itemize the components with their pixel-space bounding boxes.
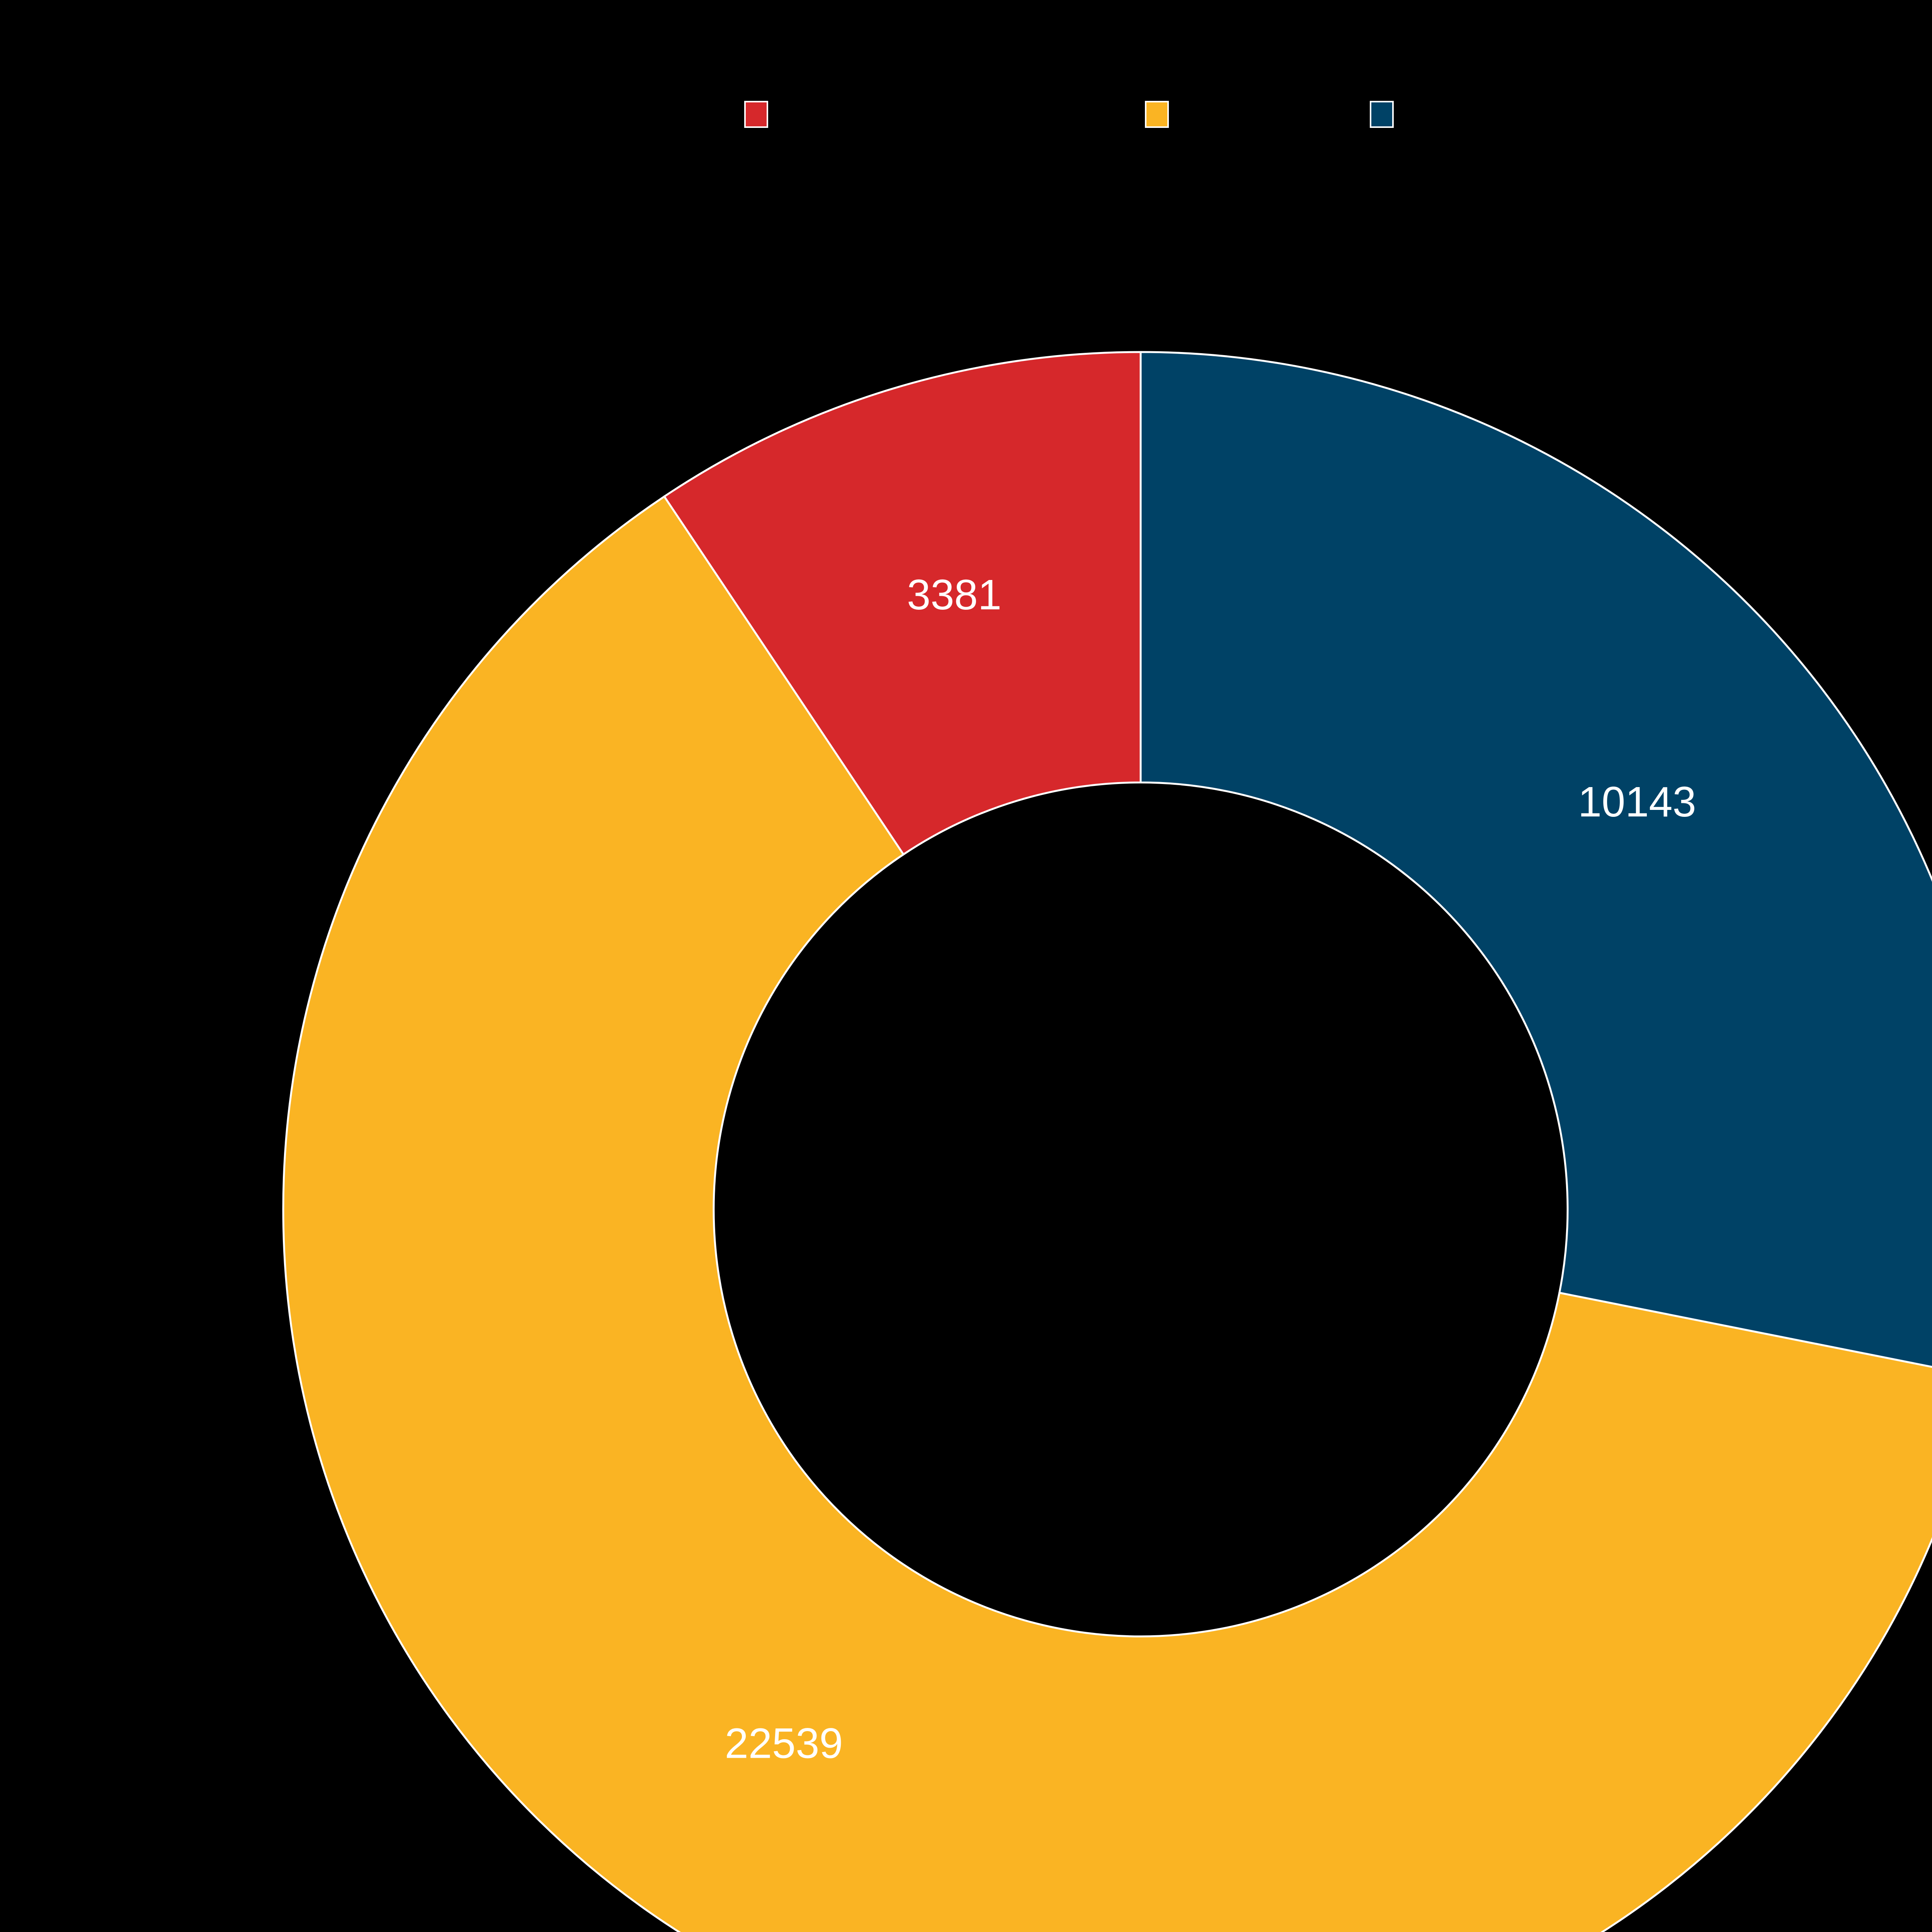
legend-item-1[interactable] [1145,100,1178,129]
legend-swatch-red [744,101,768,128]
donut-slice-0[interactable] [663,351,1142,856]
legend-swatch-yellow [1145,101,1169,128]
donut-slice-2[interactable] [1139,351,1932,1377]
slice-value-label: 10143 [1578,778,1696,826]
donut-slice-1[interactable] [282,495,1932,1932]
slice-value-label: 22539 [725,1719,843,1767]
legend-item-2[interactable] [1370,100,1403,129]
legend [0,0,1932,155]
legend-swatch-blue [1370,101,1394,128]
legend-item-0[interactable] [744,100,777,129]
slice-value-label: 3381 [907,571,1002,619]
